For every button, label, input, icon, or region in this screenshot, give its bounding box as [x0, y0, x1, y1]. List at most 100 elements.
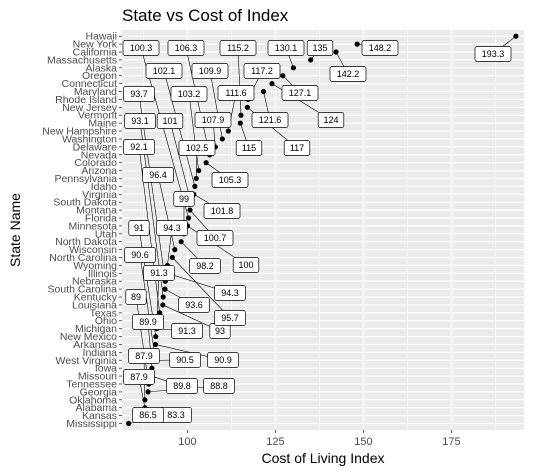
- data-label-box: [203, 203, 241, 219]
- data-label-box: [123, 369, 155, 385]
- data-label-box: [214, 310, 246, 326]
- data-label: 86.5: [139, 410, 157, 420]
- data-label-box: [142, 167, 174, 183]
- data-point: [169, 254, 175, 261]
- data-label-box: [243, 63, 281, 79]
- data-label-box: [128, 220, 150, 236]
- data-label: 91.3: [178, 326, 196, 336]
- data-label-box: [191, 63, 229, 79]
- leader-line: [188, 93, 200, 171]
- data-label-box: [317, 112, 345, 128]
- data-label: 90.9: [214, 355, 232, 365]
- chart-title: State vs Cost of Index: [122, 6, 289, 25]
- y-tick-label: Indiana: [83, 347, 118, 359]
- data-point: [160, 302, 166, 308]
- y-tick-label: Maryland: [74, 86, 117, 98]
- data-point: [238, 112, 244, 118]
- data-point: [269, 81, 275, 87]
- data-label-box: [122, 40, 160, 56]
- y-tick-label: Michigan: [75, 323, 117, 335]
- data-label: 89.9: [139, 317, 157, 327]
- y-tick-label: Maine: [88, 118, 117, 130]
- data-label-box: [281, 85, 319, 101]
- x-axis-title: Cost of Living Index: [261, 450, 385, 466]
- y-tick-label: Tennessee: [66, 378, 117, 390]
- data-label: 101: [162, 116, 177, 126]
- y-tick-label: Oregon: [82, 70, 117, 82]
- data-label-box: [214, 285, 246, 301]
- data-label: 99: [179, 194, 189, 204]
- data-point: [280, 73, 286, 79]
- y-tick-label: Nebraska: [72, 276, 117, 288]
- data-label: 89.8: [173, 381, 191, 391]
- data-label: 94.3: [163, 223, 181, 233]
- data-label: 105.3: [219, 175, 242, 185]
- data-label-box: [124, 247, 156, 263]
- data-label: 106.3: [175, 43, 198, 53]
- data-label: 193.3: [482, 49, 505, 59]
- data-label-box: [207, 352, 239, 368]
- y-tick-label: Louisiana: [72, 299, 117, 311]
- data-label-box: [124, 113, 156, 129]
- data-label: 115.2: [227, 43, 249, 53]
- y-tick-label: South Carolina: [48, 284, 118, 296]
- leader-line: [169, 120, 192, 203]
- y-axis-title: State Name: [7, 193, 23, 267]
- y-tick-label: Virginia: [82, 189, 117, 201]
- data-label: 89: [131, 292, 141, 302]
- data-label-box: [123, 86, 155, 102]
- data-label-box: [267, 40, 305, 56]
- y-tick-label: Connecticut: [62, 78, 118, 90]
- data-label-box: [217, 85, 255, 101]
- data-point: [153, 333, 159, 340]
- data-point: [162, 286, 168, 292]
- data-label: 93.6: [185, 300, 203, 310]
- data-label-box: [123, 139, 155, 155]
- data-label: 109.9: [199, 66, 222, 76]
- data-label-box: [194, 112, 232, 128]
- data-label-box: [232, 257, 260, 273]
- y-tick-label: Wyoming: [73, 260, 117, 272]
- leader-line: [157, 174, 176, 250]
- y-tick-label: California: [73, 47, 118, 59]
- y-tick-label: Utah: [95, 228, 117, 240]
- data-label-box: [329, 66, 367, 82]
- data-label-box: [125, 289, 147, 305]
- data-label-box: [196, 230, 234, 246]
- data-label: 148.2: [369, 43, 392, 53]
- data-label-box: [251, 112, 289, 128]
- y-tick-label: Alaska: [85, 62, 117, 74]
- data-label: 90.5: [176, 355, 194, 365]
- y-tick-label: Massachusetts: [47, 54, 117, 66]
- y-tick-label: Pennsylvania: [55, 173, 118, 185]
- data-point: [187, 207, 193, 213]
- data-label: 130.1: [275, 43, 298, 53]
- y-tick-label: Nevada: [81, 149, 117, 161]
- y-tick-label: Arkansas: [73, 339, 117, 351]
- y-tick-label: Georgia: [80, 386, 118, 398]
- data-label-box: [219, 40, 257, 56]
- data-point: [193, 175, 199, 182]
- data-label-box: [132, 407, 164, 423]
- data-label: 102.5: [186, 143, 209, 153]
- leader-line: [172, 257, 231, 319]
- data-point: [192, 183, 198, 189]
- data-point: [237, 120, 243, 126]
- data-label-box: [166, 378, 198, 394]
- data-label: 91: [134, 223, 144, 233]
- data-point: [513, 33, 519, 39]
- y-tick-label: Minnesota: [69, 220, 118, 232]
- x-tick-label: 125: [266, 436, 284, 448]
- y-tick-label: Texas: [90, 307, 117, 319]
- data-label: 98.2: [196, 261, 214, 271]
- data-point: [157, 310, 163, 316]
- y-tick-label: Arizona: [81, 165, 117, 177]
- x-tick-label: 150: [354, 436, 372, 448]
- data-label-box: [306, 40, 334, 56]
- y-tick-label: Montana: [76, 205, 117, 217]
- y-tick-label: Hawaii: [85, 31, 117, 43]
- data-label-box: [145, 63, 183, 79]
- data-point: [219, 136, 225, 142]
